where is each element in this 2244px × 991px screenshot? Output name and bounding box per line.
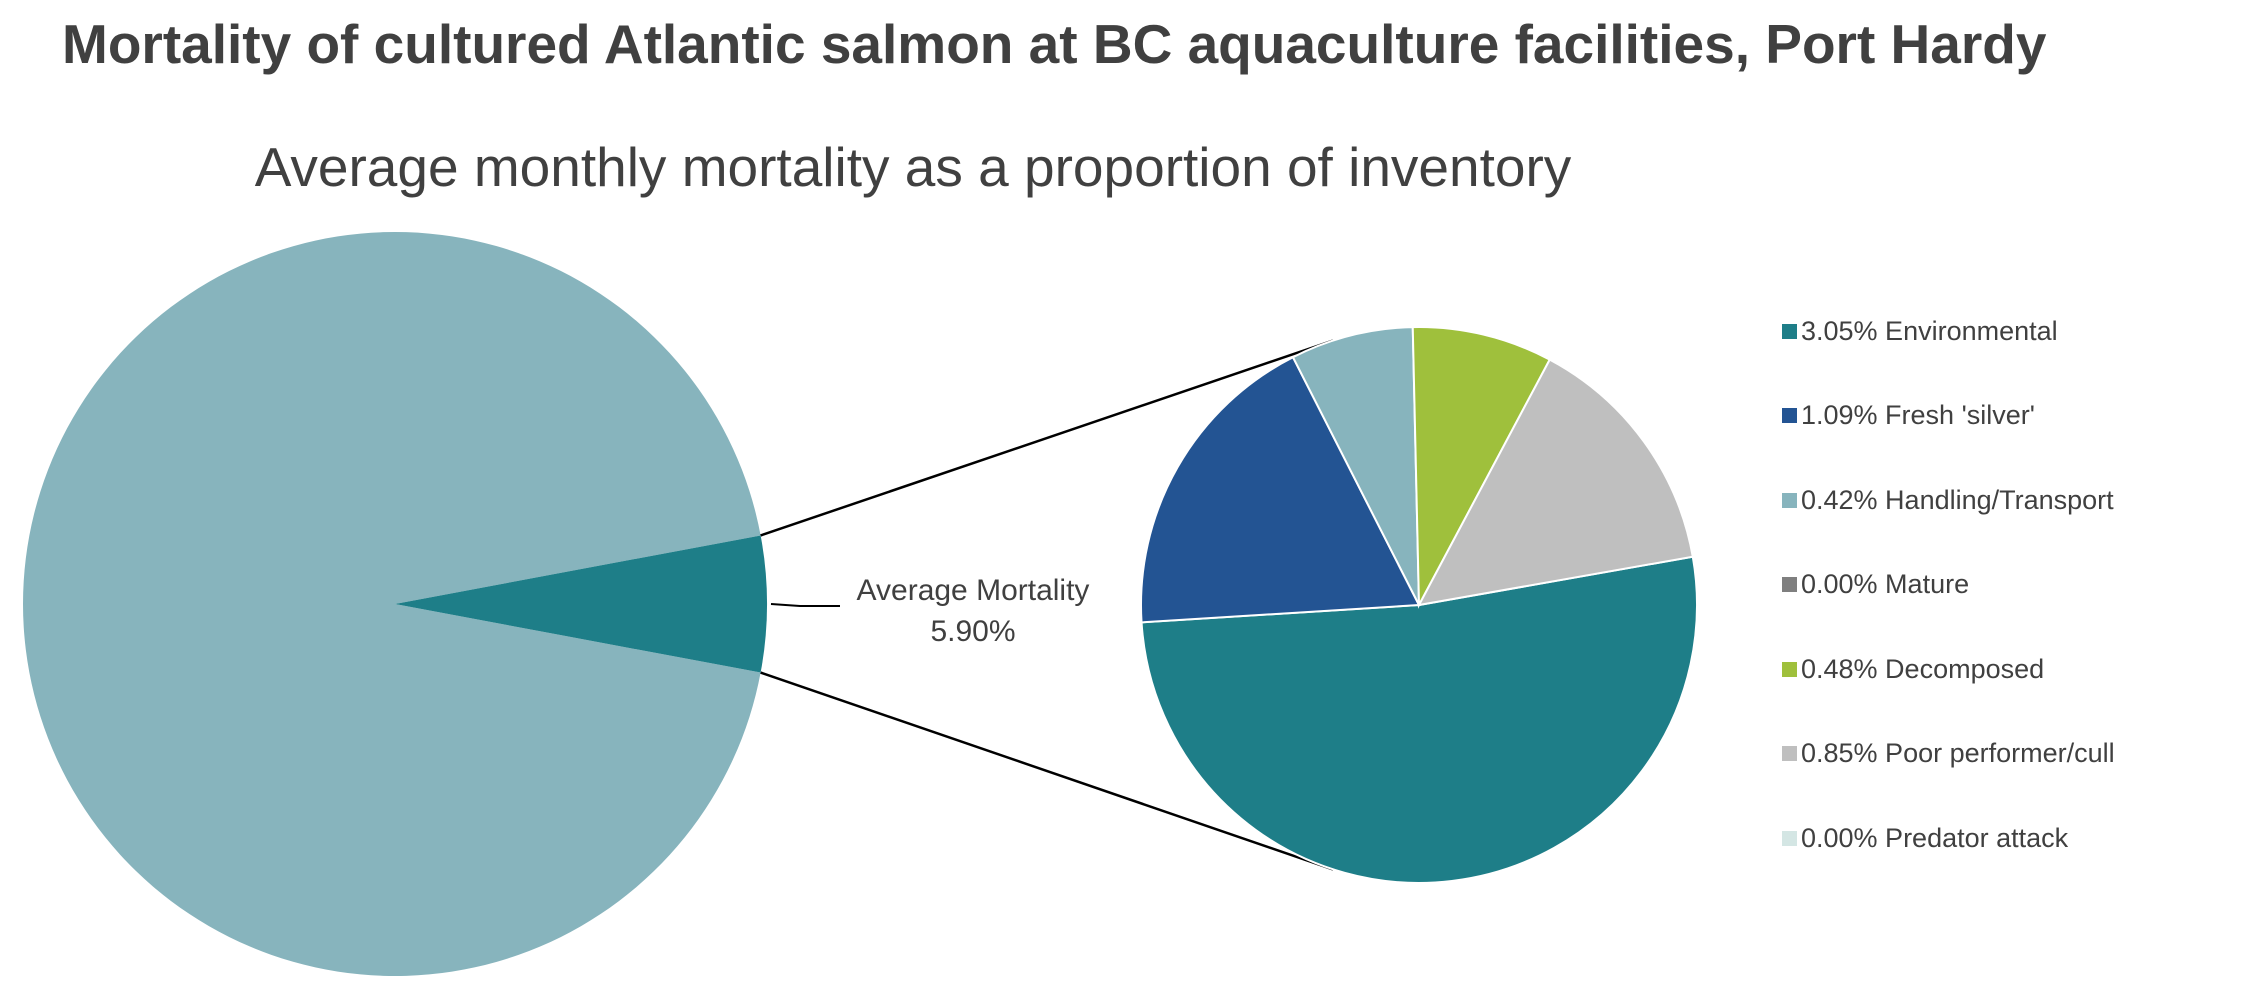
primary-pie-slice-remaining [23, 231, 761, 977]
legend-item-decomposed: 0.48% Decomposed [1782, 652, 2044, 686]
legend-swatch [1782, 746, 1797, 761]
connector-line-top [760, 339, 1334, 537]
secondary-pie-slice-fresh-silver [1140, 355, 1421, 624]
legend-swatch [1782, 323, 1797, 339]
secondary-pie-slice-decomposed [1411, 326, 1552, 609]
legend-label: 1.09% Fresh 'silver' [1801, 400, 2035, 430]
legend-swatch [1782, 830, 1797, 846]
primary-pie [23, 231, 768, 977]
legend-label: 0.48% Decomposed [1801, 653, 2045, 684]
primary-pie-slice-average-mortality [395, 535, 768, 673]
legend-item-predator-attack: 0.00% Predator attack [1782, 821, 2068, 855]
chart-title: Mortality of cultured Atlantic salmon at… [62, 13, 2047, 75]
legend-swatch [1782, 661, 1797, 677]
legend-item-poor-performer-cull: 0.85% Poor performer/cull [1782, 737, 2115, 771]
legend-item-environmental: 3.05% Environmental [1782, 314, 2058, 348]
legend-label: 0.85% Poor performer/cull [1801, 738, 2115, 768]
legend-swatch [1782, 577, 1797, 592]
secondary-pie-slice-handling-transport [1291, 326, 1420, 606]
legend-swatch [1782, 492, 1797, 508]
chart-subtitle: Average monthly mortality as a proportio… [255, 136, 1572, 198]
legend-item-mature: 0.00% Mature [1782, 568, 1969, 602]
data-label-average-mortality-name: Average Mortality [857, 574, 1090, 607]
legend-swatch [1782, 408, 1797, 423]
legend-label: 0.42% Handling/Transport [1801, 484, 2114, 515]
secondary-pie-slice-environmental [1140, 555, 1698, 884]
secondary-pie [1140, 326, 1698, 884]
connector-line-bottom [760, 671, 1334, 871]
legend-label: 0.00% Predator attack [1801, 822, 2069, 853]
legend-label: 0.00% Mature [1801, 569, 1970, 599]
data-label-average-mortality-value: 5.90% [930, 615, 1015, 648]
data-label-leader-line [770, 603, 840, 607]
legend-item-handling-transport: 0.42% Handling/Transport [1782, 483, 2114, 517]
legend-label: 3.05% Environmental [1801, 315, 2058, 346]
legend-item-fresh-silver: 1.09% Fresh 'silver' [1782, 399, 2035, 433]
pie-connector-lines [760, 339, 1334, 871]
secondary-pie-slice-poor-performer-cull [1417, 358, 1694, 607]
